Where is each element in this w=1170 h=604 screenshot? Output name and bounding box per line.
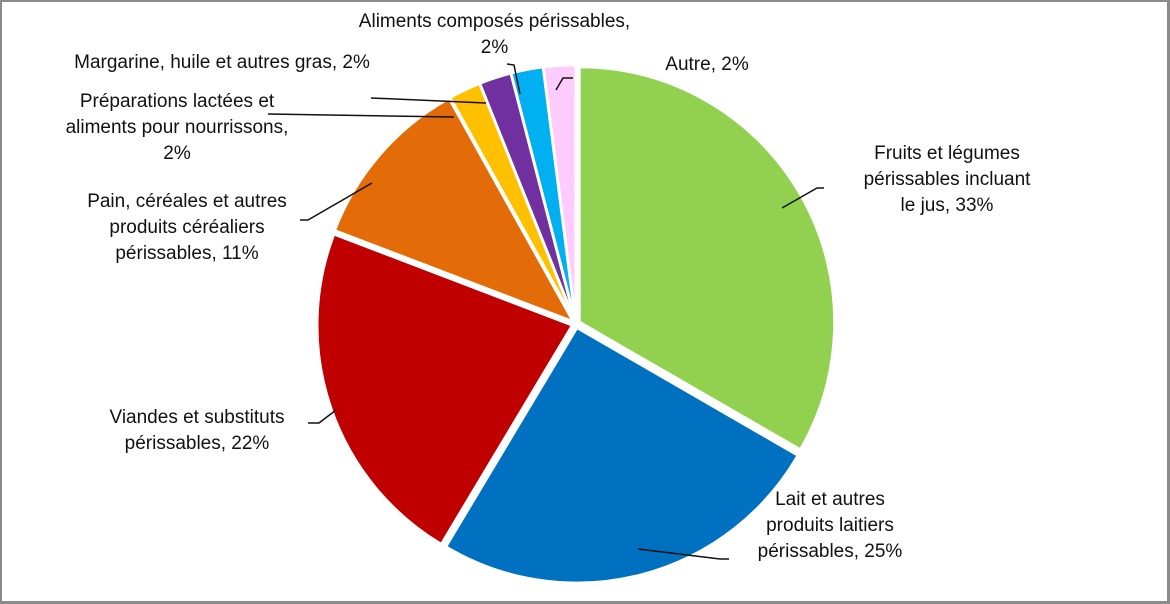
leader-line-preparations (267, 113, 455, 118)
pie-slice-fruits (578, 65, 836, 452)
label-autre: Autre, 2% (665, 54, 749, 75)
leader-line-pain (300, 182, 373, 221)
label-viandes: Viandes et substituts périssables, 22% (109, 407, 285, 454)
pie-slice-viandes (315, 232, 575, 546)
label-margarine: Margarine, huile et autres gras, 2% (74, 52, 370, 73)
label-lait: Lait et autres produits laitiers périssa… (757, 489, 903, 562)
leader-line-composes (506, 63, 521, 95)
leader-line-fruits (781, 187, 824, 209)
label-composes: Aliments composés périssables, 2% (358, 11, 631, 58)
pie-slice-autre (542, 63, 577, 321)
label-preparations: Préparations lactées et aliments pour no… (65, 91, 289, 164)
leader-lines (267, 63, 824, 560)
leader-line-autre (555, 77, 573, 91)
pie-slices (315, 63, 836, 585)
pie-slice-lait (444, 326, 800, 585)
label-pain: Pain, céréales et autres produits céréal… (87, 191, 287, 264)
pie-slice-pain (333, 96, 576, 324)
label-fruits: Fruits et légumes périssables incluant l… (863, 143, 1031, 216)
leader-line-viandes (308, 409, 337, 424)
leader-line-margarine (370, 97, 487, 104)
leader-line-lait (637, 548, 729, 560)
